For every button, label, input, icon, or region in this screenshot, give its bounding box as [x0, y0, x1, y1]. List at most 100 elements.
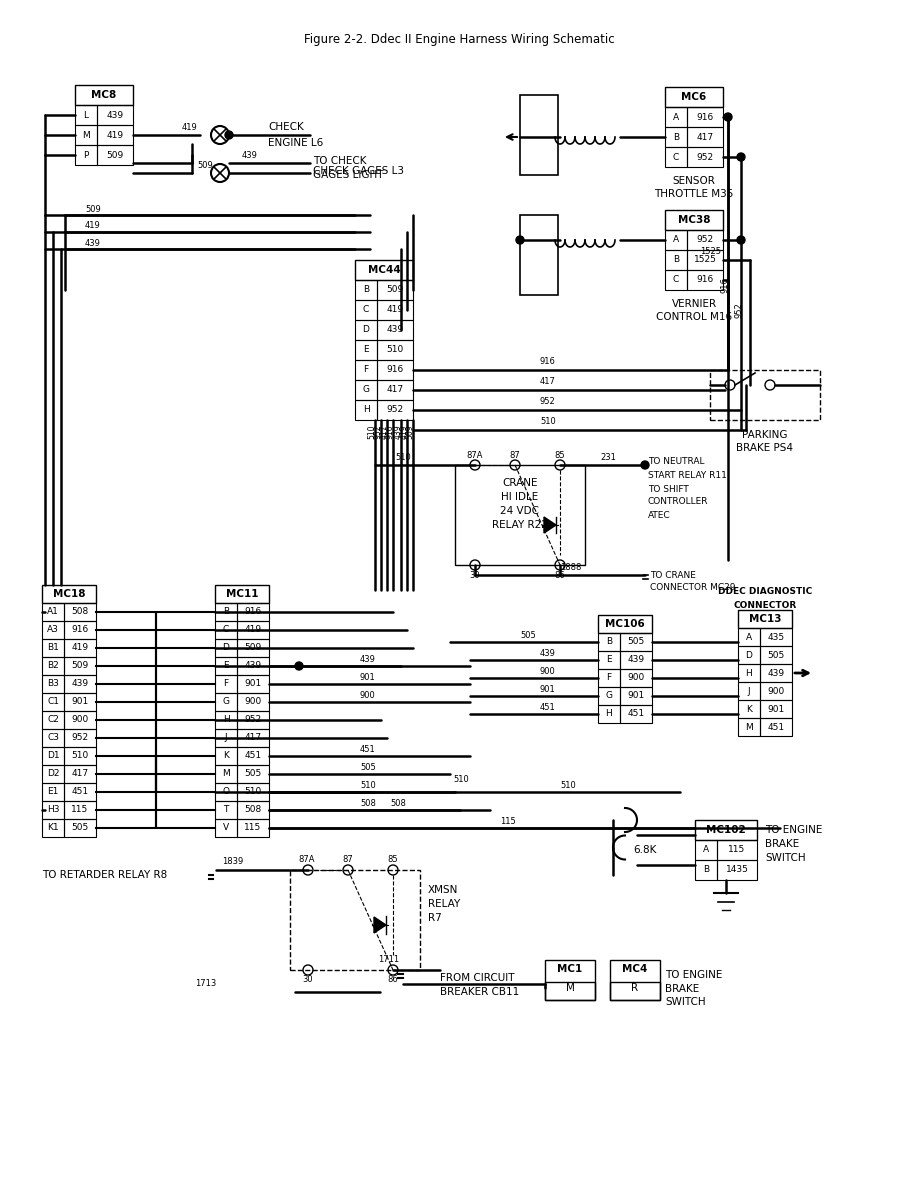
Bar [355, 400, 377, 421]
Bar [64, 621, 96, 639]
Text: E: E [364, 346, 369, 354]
Bar [738, 609, 792, 628]
Bar [237, 783, 269, 801]
Text: BRAKE: BRAKE [665, 984, 700, 994]
Text: 952: 952 [386, 405, 404, 415]
Text: 451: 451 [360, 745, 375, 753]
Text: 30: 30 [303, 975, 313, 985]
Text: 115: 115 [72, 805, 89, 815]
Text: BREAKER CB11: BREAKER CB11 [440, 987, 520, 997]
Bar [42, 675, 64, 693]
Text: P: P [84, 151, 89, 159]
Bar [738, 700, 760, 718]
Bar [738, 718, 760, 737]
Text: MC6: MC6 [681, 91, 707, 102]
Bar [545, 960, 595, 1000]
Bar [760, 646, 792, 664]
Bar [695, 840, 717, 860]
Bar [377, 320, 413, 340]
Text: 510: 510 [540, 417, 555, 426]
Text: 439: 439 [244, 662, 262, 670]
Text: 510: 510 [367, 425, 376, 440]
Bar [377, 380, 413, 400]
Text: 510: 510 [395, 453, 410, 461]
Bar [738, 628, 760, 646]
Bar [64, 801, 96, 819]
Text: B: B [673, 255, 679, 265]
Text: 85: 85 [387, 855, 398, 865]
Text: CONNECTOR: CONNECTOR [733, 600, 797, 609]
Bar [215, 710, 237, 729]
Text: 505: 505 [72, 823, 89, 833]
Text: ENGINE L6: ENGINE L6 [268, 138, 323, 148]
Bar [687, 270, 723, 290]
Bar [377, 340, 413, 360]
Text: CONTROLLER: CONTROLLER [648, 498, 709, 506]
Text: MC11: MC11 [226, 589, 258, 599]
Text: C: C [363, 305, 369, 315]
Bar [42, 747, 64, 765]
Bar [64, 783, 96, 801]
Text: M: M [745, 722, 753, 732]
Text: 900: 900 [244, 697, 262, 707]
Text: 451: 451 [72, 788, 88, 796]
Circle shape [295, 662, 303, 670]
Text: 439: 439 [767, 669, 785, 677]
Text: MC13: MC13 [749, 614, 781, 624]
Bar [687, 147, 723, 168]
Bar [738, 664, 760, 682]
Text: H: H [745, 669, 753, 677]
Text: MC4: MC4 [622, 963, 648, 974]
Text: MC38: MC38 [677, 215, 711, 225]
Bar [455, 465, 585, 565]
Text: 505: 505 [767, 651, 785, 659]
Text: D: D [222, 644, 230, 652]
Bar [215, 801, 237, 819]
Text: 419: 419 [85, 221, 101, 230]
Text: 952: 952 [540, 398, 555, 406]
Bar [42, 783, 64, 801]
Text: B3: B3 [47, 680, 59, 689]
Bar [97, 125, 133, 145]
Text: B: B [223, 607, 230, 617]
Text: 419: 419 [244, 626, 262, 634]
Text: START RELAY R11: START RELAY R11 [648, 470, 727, 480]
Text: K: K [746, 704, 752, 714]
Circle shape [737, 236, 745, 244]
Text: A1: A1 [47, 607, 59, 617]
Text: 901: 901 [540, 684, 555, 694]
Bar [237, 710, 269, 729]
Text: 1711: 1711 [378, 955, 399, 965]
Text: 510: 510 [453, 775, 469, 784]
Text: TO ENGINE: TO ENGINE [665, 969, 722, 980]
Text: 439: 439 [627, 656, 644, 664]
Text: 6.8K: 6.8K [633, 845, 656, 855]
Text: HI IDLE: HI IDLE [501, 492, 539, 503]
Text: 86: 86 [554, 570, 565, 580]
Bar [598, 651, 620, 669]
Bar [237, 639, 269, 657]
Text: G: G [363, 385, 370, 394]
Text: MC44: MC44 [367, 265, 400, 274]
Text: 900: 900 [360, 690, 375, 700]
Bar [42, 657, 64, 675]
Bar [64, 693, 96, 710]
Text: H: H [223, 715, 230, 725]
Bar [97, 145, 133, 165]
Text: 916: 916 [721, 277, 730, 293]
Text: R: R [632, 982, 639, 993]
Bar [520, 215, 558, 295]
Bar [610, 982, 660, 1000]
Bar [215, 693, 237, 710]
Text: A: A [746, 632, 752, 642]
Bar [237, 693, 269, 710]
Text: B: B [363, 285, 369, 295]
Text: D1: D1 [47, 752, 60, 760]
Text: 916: 916 [386, 366, 404, 374]
Bar [738, 646, 760, 664]
Text: MC102: MC102 [706, 824, 746, 835]
Bar [237, 801, 269, 819]
Text: C2: C2 [47, 715, 59, 725]
Text: V: V [223, 823, 230, 833]
Text: 30: 30 [470, 570, 480, 580]
